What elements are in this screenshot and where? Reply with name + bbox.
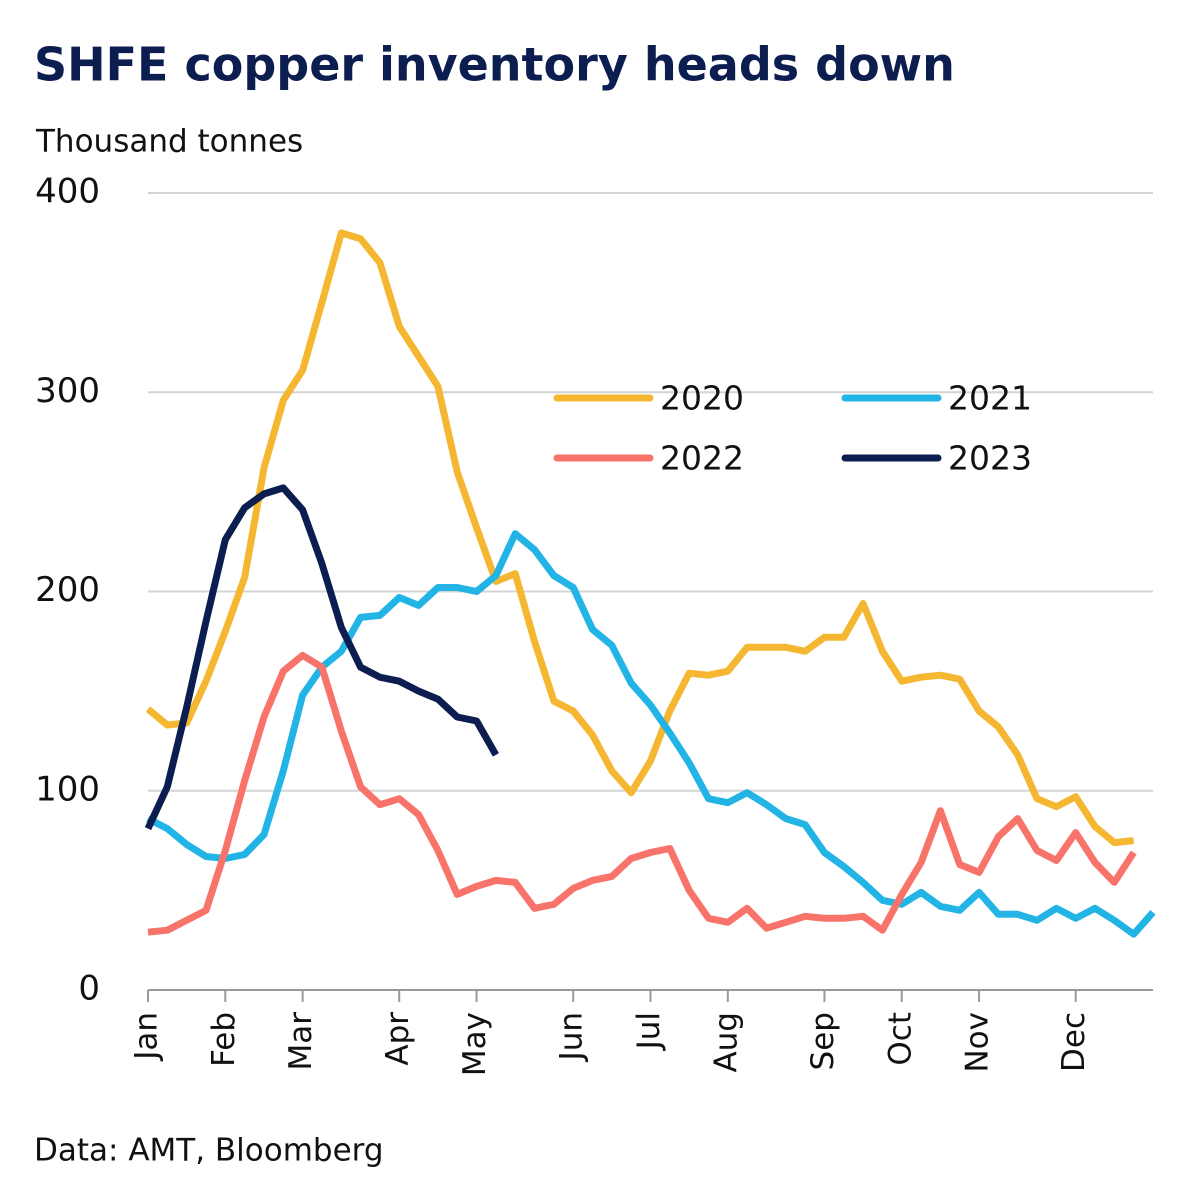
x-tick-label: Jan xyxy=(129,1012,165,1062)
subtitle: Thousand tonnes xyxy=(35,124,303,160)
series-line xyxy=(146,530,1156,938)
y-tick-label: 100 xyxy=(35,769,100,809)
legend-label: 2022 xyxy=(660,439,744,478)
x-tick-label: Dec xyxy=(1056,1012,1092,1072)
y-tick-label: 0 xyxy=(78,969,100,1009)
x-tick-label: Aug xyxy=(708,1012,744,1073)
series-line xyxy=(144,484,499,831)
legend-label: 2021 xyxy=(948,379,1032,418)
legend-label: 2020 xyxy=(660,379,744,418)
x-tick-label: Jun xyxy=(554,1012,590,1062)
y-tick-label: 200 xyxy=(35,570,100,610)
x-tick-label: Oct xyxy=(882,1012,918,1066)
x-tick-label: Nov xyxy=(960,1012,996,1073)
chart-title: SHFE copper inventory heads down xyxy=(34,38,955,92)
x-tick-label: Sep xyxy=(805,1012,841,1070)
x-tick-label: Jul xyxy=(631,1012,667,1051)
x-tick-label: Feb xyxy=(206,1012,242,1067)
x-tick-label: Apr xyxy=(380,1012,416,1066)
series-line xyxy=(145,229,1135,847)
series-line xyxy=(147,651,1137,936)
source: Data: AMT, Bloomberg xyxy=(34,1133,384,1169)
x-tick-label: Mar xyxy=(283,1012,319,1071)
x-tick-label: May xyxy=(457,1012,493,1076)
y-tick-label: 400 xyxy=(35,172,100,212)
y-tick-label: 300 xyxy=(35,371,100,411)
legend-label: 2023 xyxy=(948,439,1032,478)
